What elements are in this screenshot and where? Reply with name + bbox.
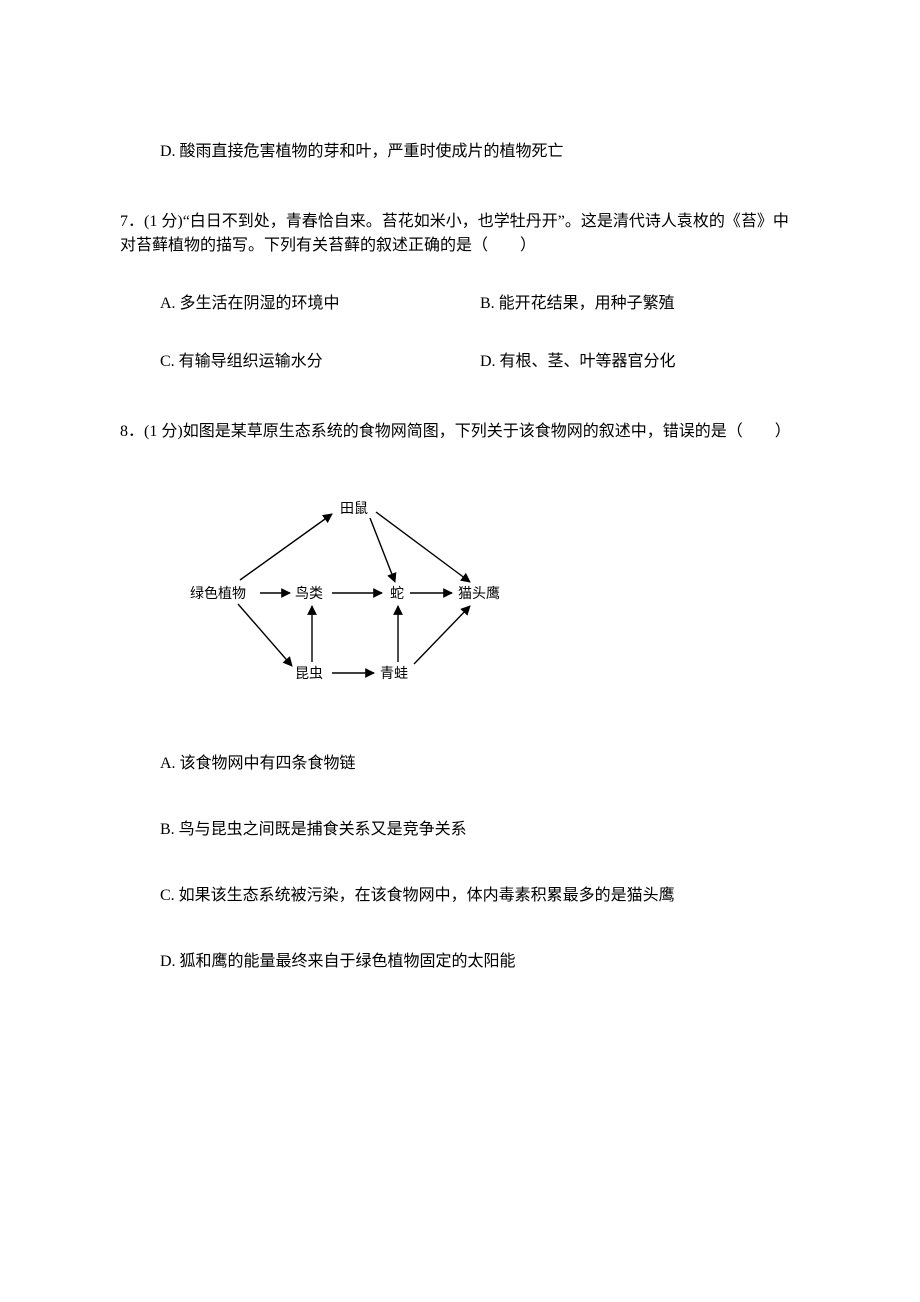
node-owl: 猫头鹰 xyxy=(458,586,500,602)
node-frog: 青蛙 xyxy=(380,666,408,682)
question-7: 7．(1 分)“白日不到处，青春恰自来。苔花如米小，也学牡丹开”。这是清代诗人袁… xyxy=(120,210,800,374)
question-6-tail: D. 酸雨直接危害植物的芽和叶，严重时使成片的植物死亡 xyxy=(120,140,800,164)
q7-option-a: A. 多生活在阴湿的环境中 xyxy=(160,292,480,316)
q8-points: (1 分) xyxy=(144,423,183,440)
q7-option-b: B. 能开花结果，用种子繁殖 xyxy=(480,292,800,316)
q7-options-row1: A. 多生活在阴湿的环境中 B. 能开花结果，用种子繁殖 xyxy=(160,292,800,316)
q8-foodweb-diagram: 绿色植物 田鼠鸟类 蛇 猫头鹰昆虫 青蛙 xyxy=(160,478,800,706)
node-bird: 鸟类 xyxy=(295,586,323,602)
node-plant: 绿色植物 xyxy=(190,585,246,602)
q7-options-row2: C. 有输导组织运输水分 D. 有根、茎、叶等器官分化 xyxy=(160,350,800,374)
node-insect: 昆虫 xyxy=(295,666,323,682)
edge-mouse-owl xyxy=(376,512,470,582)
q8-stem: 8．(1 分)如图是某草原生态系统的食物网简图，下列关于该食物网的叙述中，错误的… xyxy=(120,420,800,444)
node-mouse: 田鼠 xyxy=(340,501,368,517)
q8-text: 如图是某草原生态系统的食物网简图，下列关于该食物网的叙述中，错误的是（ ） xyxy=(183,423,791,440)
q8-option-b: B. 鸟与昆虫之间既是捕食关系又是竞争关系 xyxy=(160,818,800,842)
q7-stem: 7．(1 分)“白日不到处，青春恰自来。苔花如米小，也学牡丹开”。这是清代诗人袁… xyxy=(120,210,800,258)
q8-option-a: A. 该食物网中有四条食物链 xyxy=(160,752,800,776)
q7-option-c: C. 有输导组织运输水分 xyxy=(160,350,480,374)
edge-plant-mouse xyxy=(240,514,332,580)
exam-page: D. 酸雨直接危害植物的芽和叶，严重时使成片的植物死亡 7．(1 分)“白日不到… xyxy=(0,0,920,1302)
edge-frog-owl xyxy=(414,606,470,664)
node-snake: 蛇 xyxy=(390,586,404,602)
edge-plant-insect xyxy=(238,604,292,666)
edge-mouse-snake xyxy=(370,518,395,582)
q7-points: (1 分) xyxy=(144,213,183,230)
q7-text: “白日不到处，青春恰自来。苔花如米小，也学牡丹开”。这是清代诗人袁枚的《苔》中对… xyxy=(120,213,789,254)
question-8: 8．(1 分)如图是某草原生态系统的食物网简图，下列关于该食物网的叙述中，错误的… xyxy=(120,420,800,974)
q6-option-d: D. 酸雨直接危害植物的芽和叶，严重时使成片的植物死亡 xyxy=(160,140,800,164)
q7-number: 7． xyxy=(120,213,144,230)
q7-option-d: D. 有根、茎、叶等器官分化 xyxy=(480,350,800,374)
foodweb-svg: 绿色植物 田鼠鸟类 蛇 猫头鹰昆虫 青蛙 xyxy=(160,478,520,698)
q8-number: 8． xyxy=(120,423,144,440)
q8-option-d: D. 狐和鹰的能量最终来自于绿色植物固定的太阳能 xyxy=(160,950,800,974)
q8-option-c: C. 如果该生态系统被污染，在该食物网中，体内毒素积累最多的是猫头鹰 xyxy=(160,884,800,908)
